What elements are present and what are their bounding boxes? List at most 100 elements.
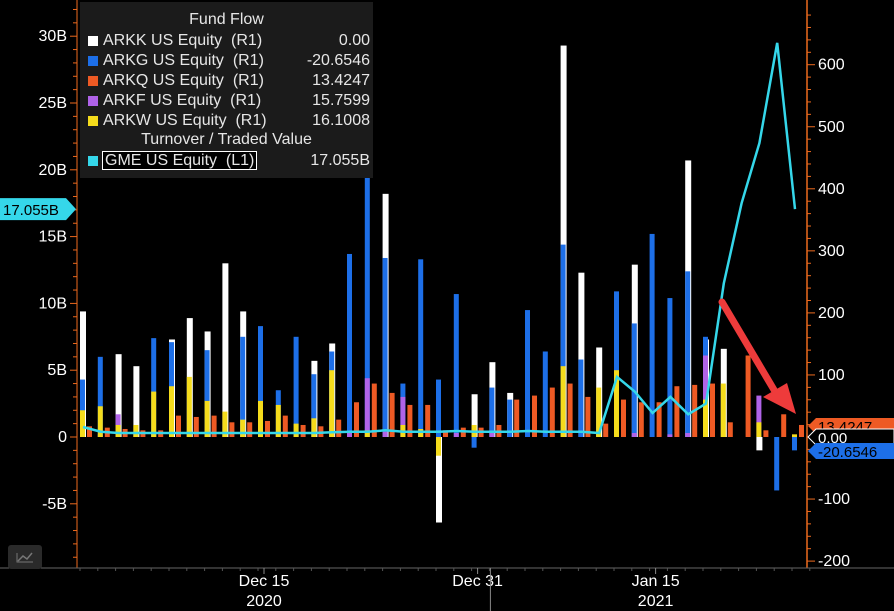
bar-arkg — [453, 294, 459, 437]
bar-arkw — [720, 383, 726, 437]
legend-value-gme: 17.055B — [310, 152, 370, 169]
bar-arkg — [685, 271, 691, 437]
legend-title-fund-flow: Fund Flow — [189, 11, 264, 28]
right-tick-label: -200 — [818, 553, 850, 570]
legend-value-arkg: -20.6546 — [306, 52, 370, 69]
bar-arkw — [275, 404, 281, 437]
bar-arkq — [585, 396, 591, 437]
bar-arkw — [97, 406, 103, 437]
right-tick-label: 300 — [818, 243, 845, 260]
legend-name-arkw: ARKW US Equity (R1) — [103, 112, 267, 129]
bar-arkg — [240, 336, 246, 437]
legend-swatch-arkk — [88, 36, 98, 46]
bar-arkw — [756, 422, 762, 437]
left-axis-value-tag — [0, 198, 76, 221]
right-axis-tag — [808, 443, 894, 459]
gme-line — [82, 42, 797, 435]
bar-arkf — [685, 432, 691, 437]
bar-arkw — [80, 410, 85, 437]
bar-arkf — [382, 431, 388, 437]
bar-arkg — [560, 244, 566, 437]
right-axis-tag-label: -20.6546 — [818, 444, 877, 461]
bar-arkg — [631, 323, 637, 437]
bar-arkw — [115, 424, 121, 437]
legend-swatch-gme — [88, 156, 98, 166]
right-tick-label: 400 — [818, 181, 845, 198]
bar-arkf — [756, 395, 762, 437]
legend-swatch-arkw — [88, 116, 98, 126]
bar-arkg — [293, 336, 299, 437]
bar-arkg — [578, 359, 584, 437]
left-tick-label: 25B — [39, 95, 67, 112]
legend-item-arkq: ARKQ US Equity (R1) 13.4247 — [88, 71, 370, 91]
bar-arkg — [471, 437, 477, 448]
bar-arkq — [87, 426, 92, 437]
bar-arkg — [204, 350, 210, 437]
bar-arkq — [425, 404, 431, 437]
right-tick-label: 100 — [818, 367, 845, 384]
bar-arkq — [514, 399, 520, 437]
bar-arkk — [436, 437, 442, 523]
x-tick-label: Dec 15 — [239, 573, 290, 590]
legend-name-arkg: ARKG US Equity (R1) — [103, 52, 264, 69]
legend-title-turnover: Turnover / Traded Value — [141, 131, 312, 148]
bar-arkg — [97, 356, 103, 437]
bar-arkk — [222, 263, 229, 437]
left-tick-label: -5B — [42, 496, 67, 513]
legend-item-gme: GME US Equity (L1) 17.055B — [88, 151, 370, 171]
bar-arkw — [792, 434, 797, 437]
left-tick-label: 30B — [39, 28, 67, 45]
left-axis-value-label: 17.055B — [3, 202, 59, 219]
right-tick-label: 500 — [818, 119, 845, 136]
x-tick-label: Dec 31 — [452, 573, 503, 590]
bar-arkk — [756, 437, 763, 451]
bar-arkq — [674, 386, 680, 437]
bar-arkq — [621, 399, 626, 437]
bar-arkq — [176, 415, 181, 437]
legend-name-gme: GME US Equity (L1) — [101, 151, 258, 170]
bar-arkg — [649, 233, 655, 437]
bar-arkq — [763, 430, 769, 437]
bar-arkw — [436, 437, 441, 456]
bar-arkq — [799, 424, 804, 437]
bar-arkq — [656, 402, 662, 437]
bar-arkq — [265, 420, 270, 437]
legend-name-arkf: ARKF US Equity (R1) — [103, 92, 262, 109]
bar-arkg — [364, 176, 370, 438]
legend-swatch-arkq — [88, 76, 98, 86]
legend-value-arkw: 16.1008 — [312, 112, 370, 129]
bar-arkg — [507, 399, 513, 437]
bar-arkf — [400, 396, 406, 437]
right-tick-label: -100 — [818, 491, 850, 508]
bar-arkw — [614, 370, 619, 437]
bar-arkw — [258, 400, 263, 437]
right-axis-tag — [807, 428, 894, 446]
bar-arkf — [703, 355, 708, 437]
bar-arkf — [347, 431, 352, 437]
bar-arkq — [549, 387, 555, 437]
bar-arkk — [560, 45, 567, 437]
legend-item-arkf: ARKF US Equity (R1) 15.7599 — [88, 91, 370, 111]
bar-arkg — [151, 338, 157, 437]
bar-arkq — [282, 415, 288, 437]
bar-arkq — [567, 383, 573, 437]
bar-arkq — [638, 402, 644, 437]
left-tick-label: 0 — [58, 429, 67, 446]
bar-arkg — [667, 298, 673, 437]
bar-arkq — [727, 422, 733, 437]
legend-value-arkf: 15.7599 — [312, 92, 370, 109]
left-tick-label: 20B — [39, 162, 67, 179]
bar-arkf — [667, 434, 673, 437]
chart-type-icon[interactable] — [8, 545, 42, 569]
bar-arkw — [560, 366, 566, 437]
bar-arkg — [311, 374, 317, 437]
bar-arkg — [542, 351, 548, 437]
bar-arkg — [792, 437, 797, 451]
right-tick-label: 200 — [818, 305, 845, 322]
bar-arkq — [443, 430, 448, 437]
legend-name-arkq: ARKQ US Equity (R1) — [103, 72, 264, 89]
bar-arkf — [453, 432, 459, 437]
bar-arkw — [151, 391, 157, 437]
line-chart-icon — [16, 552, 33, 563]
bar-arkq — [745, 355, 751, 437]
